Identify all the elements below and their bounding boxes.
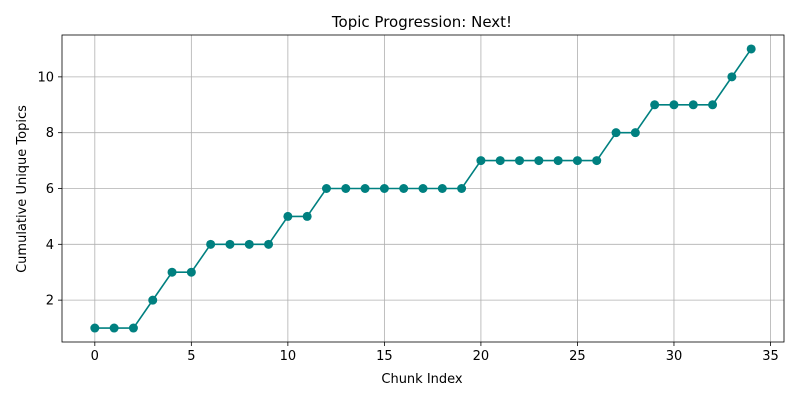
x-tick-label: 30 [666,349,683,364]
data-point [476,156,486,166]
y-axis-label: Cumulative Unique Topics [15,105,30,273]
data-point [688,100,698,110]
data-point [225,239,235,249]
x-tick-label: 25 [569,349,586,364]
data-point [109,323,119,333]
y-tick-label: 4 [46,238,54,253]
x-tick-label: 5 [187,349,195,364]
data-point [592,156,602,166]
data-point [534,156,544,166]
data-point [90,323,100,333]
x-tick-label: 15 [376,349,393,364]
data-point [630,128,640,138]
data-point [283,211,293,221]
data-point [572,156,582,166]
chart-title: Topic Progression: Next! [331,13,512,31]
series-line [90,44,756,333]
data-point [727,72,737,82]
data-point [457,184,467,193]
data-point [611,128,621,138]
grid [62,35,784,342]
x-axis-label: Chunk Index [381,372,463,387]
data-point [399,184,409,193]
data-point [379,184,389,193]
data-point [128,323,138,333]
x-tick-label: 0 [91,349,99,364]
data-point [341,184,351,193]
data-point [515,156,525,166]
data-point [186,267,196,277]
data-point [148,295,158,305]
x-tick-label: 35 [762,349,779,364]
data-point [418,184,428,193]
data-point [746,44,756,54]
y-tick-label: 6 [46,182,54,197]
data-point [495,156,505,166]
data-point [360,184,370,193]
data-point [244,239,254,249]
data-point [650,100,660,110]
x-tick-label: 10 [280,349,297,364]
data-point [669,100,679,110]
data-point [206,239,216,249]
data-point [708,100,718,110]
data-point [302,211,312,221]
data-point [167,267,177,277]
data-point [553,156,563,166]
y-tick-label: 10 [37,70,54,85]
data-point [321,184,331,193]
data-point [264,239,274,249]
y-tick-label: 2 [46,294,54,309]
axes: 0 5 10 15 20 25 30 35 2 4 6 8 10 [37,34,785,364]
y-tick-label: 8 [46,126,54,141]
data-point [437,184,447,193]
x-tick-label: 20 [473,349,490,364]
